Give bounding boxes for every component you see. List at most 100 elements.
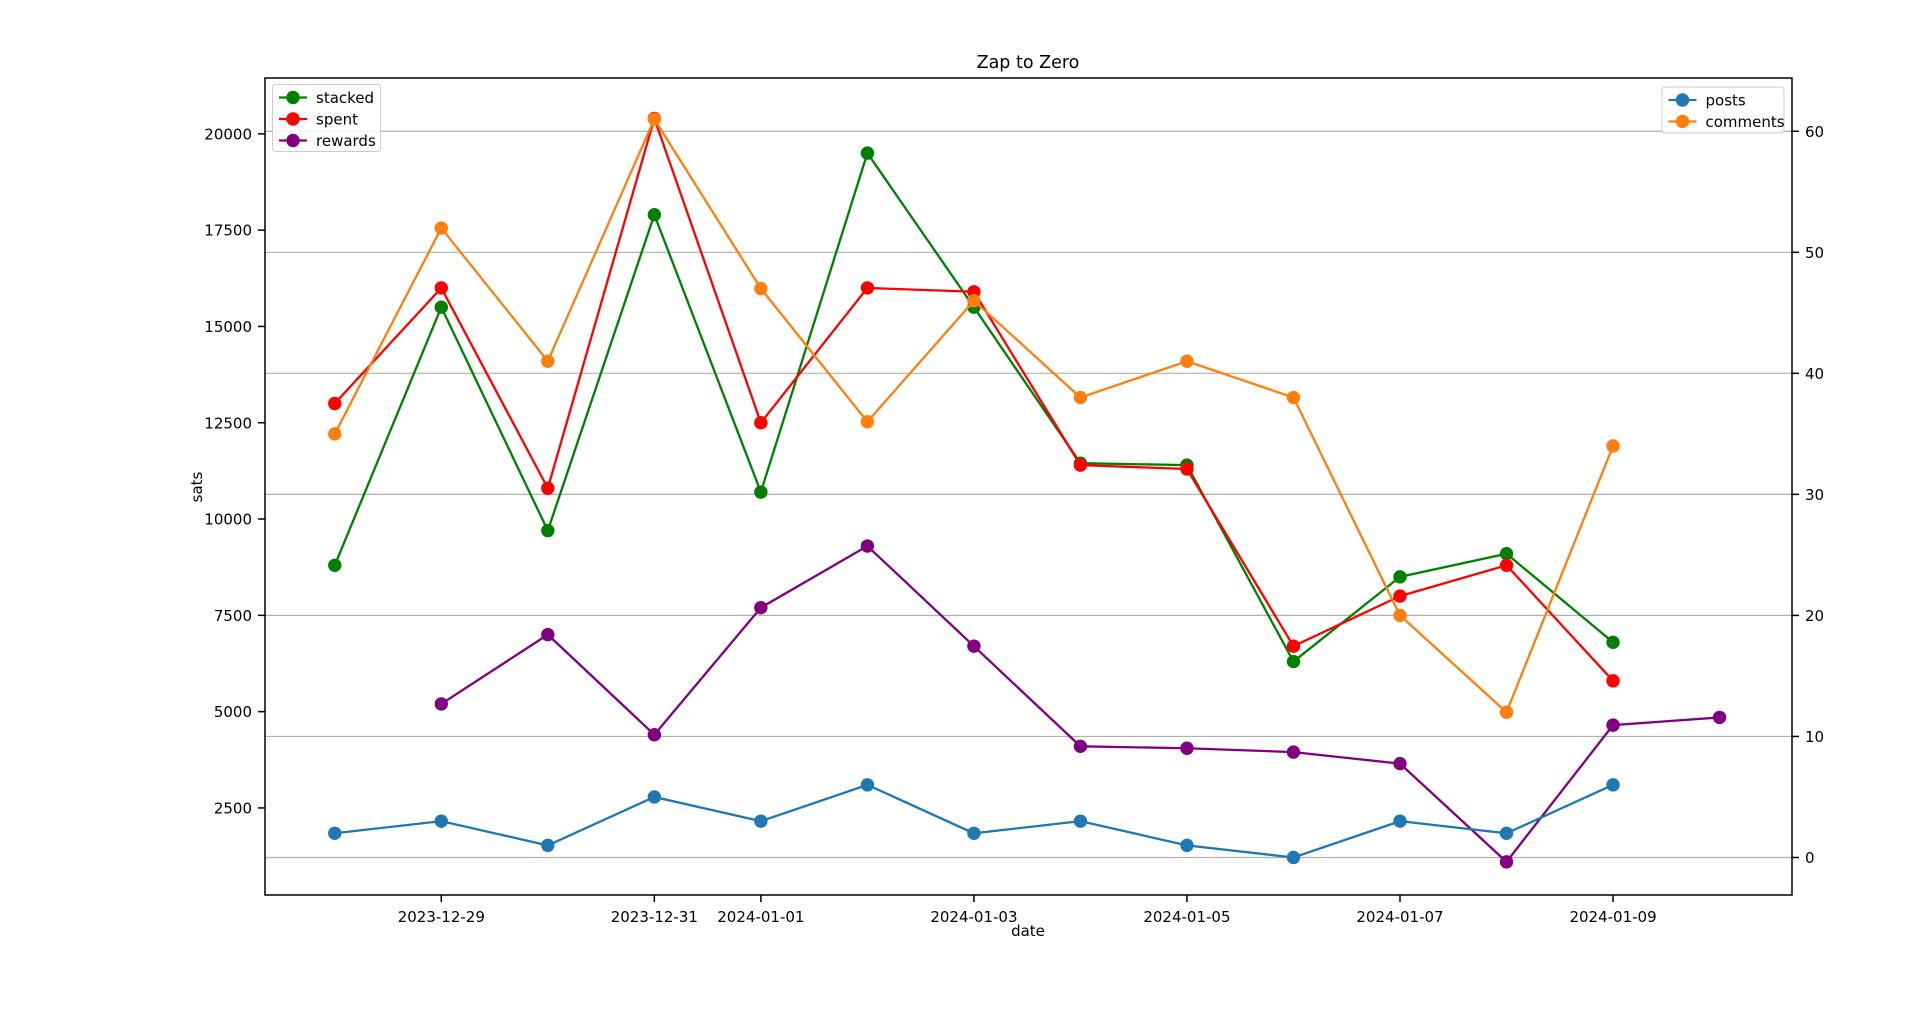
chart-title: Zap to Zero	[977, 53, 1080, 73]
series-stacked-point	[754, 485, 768, 499]
right-tick-label: 30	[1805, 486, 1824, 504]
x-tick-label: 2024-01-05	[1143, 908, 1230, 926]
series-posts-point	[328, 826, 342, 840]
series-comments-point	[1180, 354, 1194, 368]
series-comments-point	[1499, 705, 1514, 719]
series-spent-point	[1393, 589, 1407, 603]
legend-label-posts: posts	[1706, 92, 1746, 110]
left-tick-label: 15000	[204, 318, 252, 336]
legend-left: stacked spent rewards	[272, 84, 381, 152]
series-rewards-point	[1499, 855, 1514, 869]
right-tick-label: 40	[1805, 365, 1824, 383]
right-tick-label: 20	[1805, 607, 1824, 625]
series-rewards-point	[754, 600, 768, 615]
series-comments-point	[647, 112, 662, 126]
left-tick-label: 2500	[214, 799, 252, 817]
series-rewards-point	[1180, 741, 1194, 755]
series-spent-point	[1180, 462, 1194, 476]
series-rewards-point	[1712, 710, 1727, 725]
left-tick-label: 10000	[204, 511, 252, 529]
series-spent-line	[333, 114, 1614, 682]
series-rewards-point	[967, 639, 981, 653]
legend-marker-rewards	[286, 133, 300, 148]
series-spent-point	[1073, 458, 1088, 472]
series-comments-point	[1073, 390, 1088, 405]
series-spent-point	[1286, 639, 1301, 653]
series-posts-point	[860, 778, 875, 792]
series-rewards-point	[541, 627, 555, 642]
series-stacked-point	[541, 523, 555, 538]
series-posts-point	[1606, 778, 1620, 792]
legend-label-spent: spent	[316, 111, 358, 129]
series-comments-point	[328, 427, 342, 441]
series-spent-point	[1606, 674, 1620, 688]
series-posts-point	[541, 838, 555, 853]
y-axis-label: sats	[188, 471, 206, 502]
series-spent-point	[328, 396, 342, 411]
right-tick-label: 0	[1805, 849, 1815, 867]
legend-label-comments: comments	[1706, 113, 1785, 131]
series-rewards-point	[647, 728, 662, 742]
series-posts-point	[1393, 814, 1407, 828]
legend-right: posts comments	[1661, 86, 1785, 134]
series-posts-point	[1499, 826, 1514, 840]
right-tick-label: 10	[1805, 728, 1824, 746]
legend-marker-stacked	[286, 90, 300, 105]
series-comments-point	[860, 415, 875, 429]
x-tick-label: 2024-01-01	[717, 908, 804, 926]
series-posts-line	[334, 783, 1614, 859]
left-tick-label: 20000	[204, 125, 252, 143]
series-comments-point	[541, 354, 555, 368]
series-stacked-point	[434, 300, 448, 314]
series-rewards-point	[860, 539, 875, 553]
series-posts-point	[434, 814, 448, 828]
x-tick-label: 2023-12-31	[611, 908, 698, 926]
legend-label-stacked: stacked	[316, 89, 374, 107]
legend-marker-comments	[1675, 114, 1690, 129]
series-comments-point	[967, 294, 981, 308]
series-stacked-point	[1393, 570, 1407, 584]
series-spent-point	[541, 481, 555, 495]
legend-marker-spent	[286, 112, 300, 126]
series-stacked-point	[1606, 635, 1620, 650]
series-comments-point	[434, 221, 448, 235]
plot-border	[264, 77, 1793, 896]
series-spent-point	[860, 281, 875, 295]
x-tick-label: 2024-01-09	[1569, 908, 1656, 926]
series-rewards-point	[434, 697, 448, 711]
series-stacked-line	[333, 150, 1614, 664]
series-posts-point	[1073, 814, 1088, 828]
series-posts-point	[1286, 850, 1301, 865]
series-rewards-point	[1286, 745, 1301, 759]
series-comments-line	[333, 116, 1615, 715]
series-posts-point	[1180, 838, 1194, 853]
right-tick-label: 60	[1805, 123, 1824, 141]
left-tick-label: 7500	[214, 607, 252, 625]
left-tick-label: 12500	[204, 414, 252, 432]
series-rewards-point	[1073, 739, 1088, 754]
series-comments-point	[1286, 390, 1301, 405]
left-tick-label: 5000	[214, 703, 252, 721]
series-spent-point	[1499, 558, 1514, 572]
series-rewards-point	[1606, 718, 1620, 732]
legend-label-rewards: rewards	[316, 132, 376, 150]
series-posts-point	[647, 790, 662, 804]
x-axis-label: date	[1011, 922, 1045, 940]
series-stacked-point	[647, 208, 662, 222]
legend-left-box	[272, 84, 381, 152]
series-comments-point	[754, 281, 768, 296]
series-posts-point	[967, 826, 981, 840]
series-stacked-point	[1286, 654, 1301, 669]
x-tick-label: 2023-12-29	[398, 908, 485, 926]
legend-marker-posts	[1675, 93, 1690, 107]
series-comments-point	[1393, 608, 1407, 623]
plot-area: 2500 5000 7500 10000 12500 15000 17500 20000 0 10…	[204, 77, 1824, 926]
series-stacked-point	[1499, 547, 1514, 561]
series-posts-point	[754, 814, 768, 828]
left-tick-label: 17500	[204, 222, 252, 240]
series-comments-point	[1606, 439, 1620, 453]
series-spent-point	[754, 416, 768, 430]
series-stacked-point	[860, 146, 875, 160]
